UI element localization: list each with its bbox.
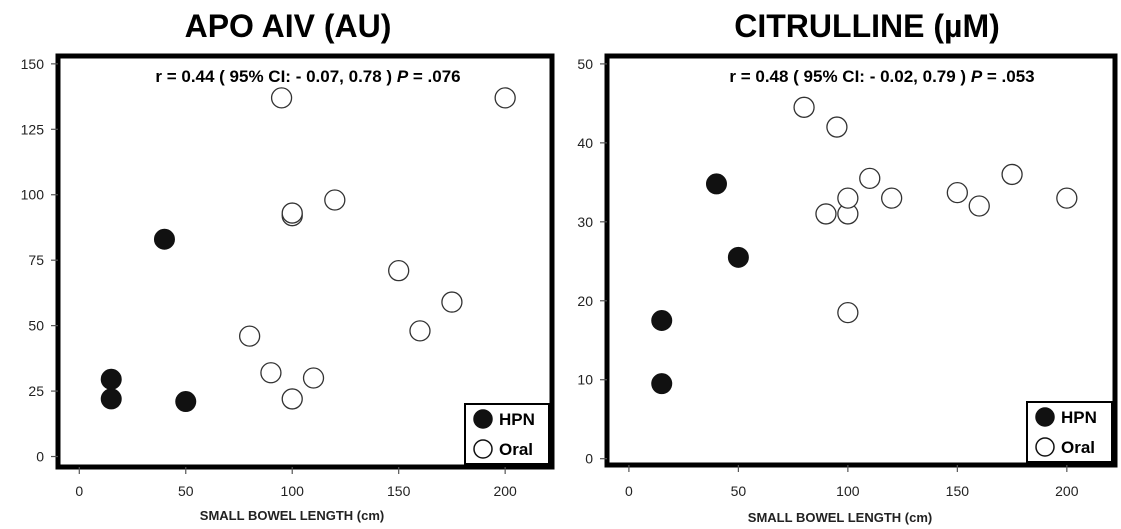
data-point-oral (302, 367, 325, 389)
data-point-oral (388, 260, 410, 282)
legend: HPN Oral (464, 403, 550, 465)
legend-marker-hpn (473, 409, 493, 429)
data-point-oral (793, 96, 815, 118)
data-point-oral (826, 116, 848, 138)
x-tick-label: 200 (493, 483, 517, 499)
data-point-hpn (100, 368, 122, 390)
y-tick-label: 125 (21, 121, 45, 137)
legend-label-oral: Oral (1061, 438, 1095, 457)
data-point-hpn (705, 173, 727, 195)
chart-panel-citrulline: CITRULLINE (µM) r = 0.48 ( 95% CI: - 0.0… (560, 0, 1121, 529)
chart-title: APO AIV (AU) (185, 8, 392, 44)
data-point-hpn (727, 246, 749, 268)
y-tick-label: 40 (577, 135, 593, 151)
legend: HPN Oral (1026, 401, 1113, 463)
data-point-hpn (651, 373, 673, 395)
data-point-oral (238, 325, 261, 347)
data-point-oral (859, 167, 881, 190)
data-point-hpn (153, 228, 175, 250)
data-point-hpn (651, 310, 673, 332)
legend-label-hpn: HPN (1061, 408, 1097, 427)
y-axis: 0 25 50 75 100 125 150 (21, 56, 58, 465)
x-tick-label: 50 (178, 483, 194, 499)
data-point-oral (260, 362, 282, 384)
x-axis: 0 50 100 150 200 (75, 467, 517, 499)
data-point-oral (281, 202, 303, 224)
y-tick-label: 75 (28, 252, 44, 268)
x-tick-label: 150 (946, 483, 970, 499)
y-tick-label: 30 (577, 214, 593, 230)
apo-aiv-scatter-chart: APO AIV (AU) r = 0.44 ( 95% CI: - 0.07, … (21, 8, 555, 523)
x-tick-label: 0 (625, 483, 633, 499)
y-tick-label: 50 (577, 56, 593, 72)
data-points (651, 96, 1078, 395)
x-tick-label: 50 (731, 483, 747, 499)
x-tick-label: 100 (836, 483, 860, 499)
x-tick-label: 200 (1055, 483, 1079, 499)
legend-marker-oral (473, 439, 493, 459)
legend-marker-oral (1035, 437, 1055, 457)
citrulline-scatter-chart: CITRULLINE (µM) r = 0.48 ( 95% CI: - 0.0… (577, 8, 1118, 525)
chart-title: CITRULLINE (µM) (734, 8, 1000, 44)
x-tick-label: 150 (387, 483, 411, 499)
plot-frame (604, 53, 1118, 468)
data-point-oral (1001, 163, 1023, 186)
y-tick-label: 10 (577, 372, 593, 388)
legend-label-oral: Oral (499, 440, 533, 459)
data-point-oral (494, 87, 516, 109)
legend-label-hpn: HPN (499, 410, 535, 429)
chart-panel-apo-aiv: APO AIV (AU) r = 0.44 ( 95% CI: - 0.07, … (0, 0, 560, 529)
data-point-oral (968, 195, 990, 217)
x-axis: 0 50 100 150 200 (625, 465, 1079, 499)
data-point-hpn (175, 391, 197, 413)
y-tick-label: 20 (577, 293, 593, 309)
data-point-oral (837, 187, 859, 209)
legend-marker-hpn (1035, 407, 1055, 427)
data-point-oral (409, 320, 431, 342)
correlation-annotation: r = 0.48 ( 95% CI: - 0.02, 0.79 ) P = .0… (729, 67, 1034, 86)
data-point-oral (441, 291, 463, 313)
y-axis: 0 10 20 30 40 50 (577, 56, 607, 467)
y-tick-label: 0 (36, 449, 44, 465)
data-point-oral (815, 203, 837, 225)
data-point-oral (881, 187, 903, 209)
plot-frame (55, 53, 555, 470)
data-point-oral (270, 87, 293, 109)
y-tick-label: 50 (28, 318, 44, 334)
y-tick-label: 0 (585, 451, 593, 467)
x-tick-label: 0 (75, 483, 83, 499)
data-point-oral (946, 181, 968, 204)
data-point-oral (324, 189, 346, 211)
x-axis-label: SMALL BOWEL LENGTH (cm) (200, 508, 384, 523)
data-point-oral (837, 301, 859, 324)
data-points (100, 87, 516, 413)
y-tick-label: 25 (28, 383, 44, 399)
x-axis-label: SMALL BOWEL LENGTH (cm) (748, 510, 932, 525)
x-tick-label: 100 (281, 483, 305, 499)
y-tick-label: 100 (21, 187, 45, 203)
data-point-oral (281, 388, 303, 410)
correlation-annotation: r = 0.44 ( 95% CI: - 0.07, 0.78 ) P = .0… (155, 67, 460, 86)
data-point-hpn (100, 388, 122, 410)
data-point-oral (1056, 187, 1078, 209)
y-tick-label: 150 (21, 56, 45, 72)
